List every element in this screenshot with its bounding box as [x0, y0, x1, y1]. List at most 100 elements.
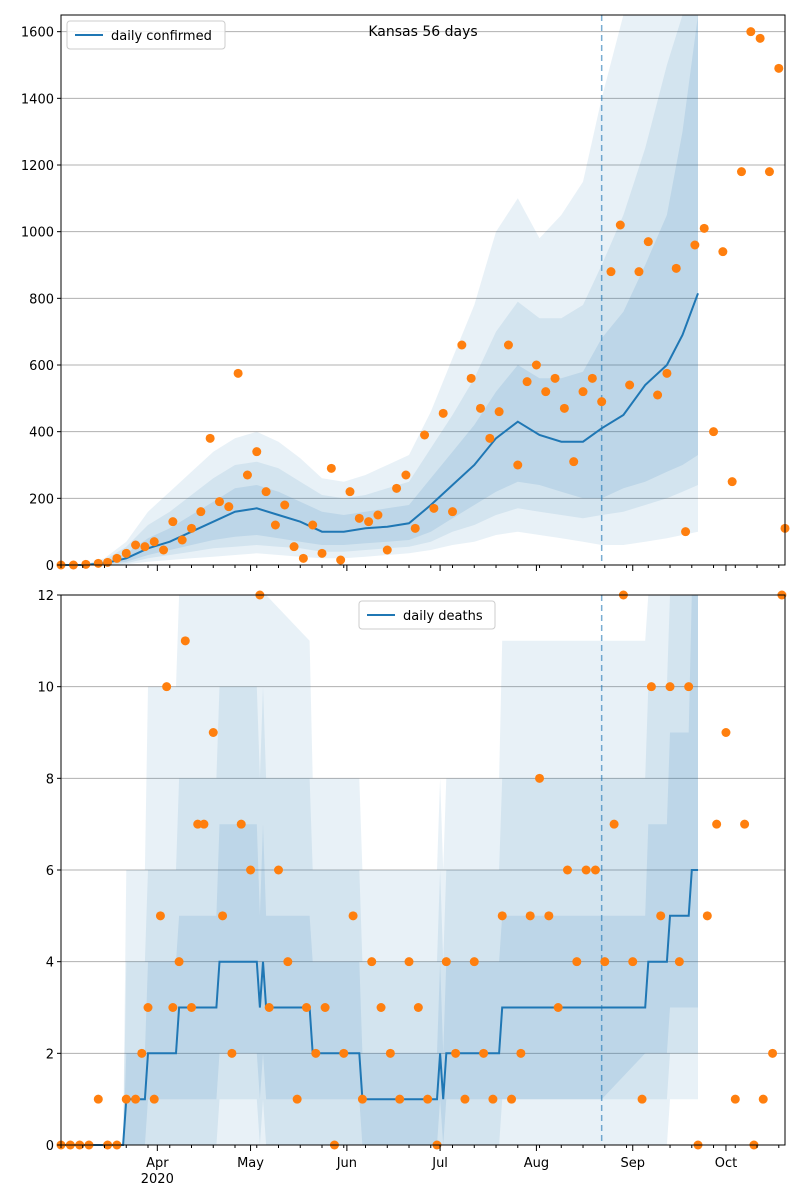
deaths-observed-point: [572, 957, 582, 967]
confirmed-observed-point: [438, 408, 448, 418]
deaths-observed-point: [656, 911, 666, 921]
confirmed-observed-point: [699, 223, 709, 233]
deaths-observed-point: [488, 1094, 498, 1104]
deaths-median-series: [61, 869, 698, 1146]
confirmed-observed-point: [736, 167, 746, 177]
confirmed-y-tick-label: 400: [29, 426, 54, 441]
deaths-observed-point: [246, 865, 256, 875]
confirmed-observed-point: [345, 487, 355, 497]
x-tick-label: Jun: [336, 1156, 357, 1171]
deaths-observed-point: [646, 682, 656, 692]
confirmed-observed-point: [606, 267, 616, 277]
deaths-observed-point: [227, 1048, 237, 1058]
deaths-legend: daily deaths: [358, 600, 496, 630]
confirmed-observed-point: [522, 377, 532, 387]
confirmed-observed-point: [401, 470, 411, 480]
deaths-observed-points: [56, 590, 787, 1150]
confirmed-y-tick-label: 1400: [21, 92, 54, 107]
confirmed-observed-point: [643, 237, 653, 247]
deaths-observed-point: [149, 1094, 159, 1104]
deaths-observed-point: [441, 957, 451, 967]
confirmed-y-tick-label: 200: [29, 492, 54, 507]
deaths-observed-point: [193, 819, 203, 829]
confirmed-observed-point: [187, 523, 197, 533]
confirmed-observed-point: [550, 373, 560, 383]
confirmed-observed-point: [214, 497, 224, 507]
deaths-observed-point: [174, 957, 184, 967]
confirmed-observed-point: [149, 537, 159, 547]
confirmed-observed-point: [196, 507, 206, 517]
deaths-observed-point: [301, 1003, 311, 1012]
confirmed-axes-frame: [60, 14, 786, 566]
deaths-observed-point: [479, 1048, 489, 1058]
confirmed-legend: daily confirmed: [66, 20, 226, 50]
confirmed-observed-point: [755, 33, 765, 43]
confirmed-observed-point: [709, 427, 719, 437]
confirmed-median-line: [61, 292, 699, 566]
confirmed-observed-point: [121, 548, 131, 558]
deaths-observed-point: [274, 865, 284, 875]
deaths-observed-point: [684, 682, 694, 692]
deaths-observed-point: [712, 819, 722, 829]
deaths-panel: 0 2 4 6 8 10 12 Apr May Jun Jul Aug Sep Oct daily de…: [37, 589, 787, 1187]
deaths-observed-point: [264, 1003, 274, 1012]
deaths-observed-point: [525, 911, 535, 921]
confirmed-observed-point: [746, 27, 756, 37]
confirmed-observed-point: [224, 502, 234, 512]
confirmed-observed-point: [541, 387, 551, 397]
confirmed-observed-point: [718, 247, 728, 257]
confirmed-observed-point: [681, 527, 691, 537]
confirmed-observed-point: [159, 545, 169, 555]
deaths-observed-point: [609, 819, 619, 829]
confirmed-observed-point: [280, 500, 290, 510]
confirmed-observed-point: [569, 457, 579, 467]
deaths-observed-point: [187, 1003, 197, 1012]
confirmed-observed-point: [690, 240, 700, 250]
confirmed-observed-point: [326, 463, 336, 473]
deaths-observed-point: [168, 1003, 178, 1012]
confirmed-y-tick-label: 1000: [21, 226, 54, 241]
deaths-median-line: [61, 869, 698, 1146]
confirmed-observed-point: [764, 167, 774, 177]
confirmed-observed-point: [205, 433, 215, 443]
deaths-x-axis: Apr May Jun Jul Aug Sep Oct: [60, 1145, 780, 1171]
confirmed-x-axis: [60, 565, 780, 571]
confirmed-observed-point: [662, 368, 672, 378]
confirmed-observed-point: [373, 510, 383, 520]
confirmed-observed-point: [634, 267, 644, 277]
deaths-observed-point: [451, 1048, 461, 1058]
confirmed-uncertainty-bands: [61, 15, 698, 565]
confirmed-observed-point: [354, 513, 364, 523]
deaths-observed-point: [320, 1003, 330, 1012]
confirmed-observed-point: [364, 517, 374, 527]
confirmed-observed-point: [261, 487, 271, 497]
confirmed-legend-label: daily confirmed: [111, 29, 212, 44]
confirmed-observed-point: [531, 360, 541, 370]
deaths-observed-point: [581, 865, 591, 875]
deaths-observed-point: [553, 1003, 563, 1012]
confirmed-observed-point: [382, 545, 392, 555]
confirmed-observed-point: [131, 540, 141, 550]
deaths-observed-point: [137, 1048, 147, 1058]
deaths-observed-point: [357, 1094, 367, 1104]
confirmed-observed-point: [653, 390, 663, 400]
confirmed-observed-point: [140, 542, 150, 552]
confirmed-y-tick-label: 600: [29, 359, 54, 374]
confirmed-observed-point: [168, 517, 178, 527]
confirmed-observed-point: [93, 558, 103, 568]
deaths-observed-point: [348, 911, 358, 921]
deaths-observed-point: [311, 1048, 321, 1058]
x-tick-label: Oct: [715, 1156, 737, 1171]
confirmed-y-axis: 0 200 400 600 800 1000 1200 1400 1600: [21, 26, 61, 574]
deaths-observed-point: [730, 1094, 740, 1104]
confirmed-panel: 0 200 400 600 800 1000 1200 1400 1600 Kansas 56 …: [21, 14, 790, 574]
deaths-observed-point: [283, 957, 293, 967]
confirmed-y-tick-label: 800: [29, 292, 54, 307]
deaths-observed-point: [121, 1094, 131, 1104]
deaths-observed-point: [535, 773, 545, 783]
confirmed-observed-point: [457, 340, 467, 350]
confirmed-observed-point: [587, 373, 597, 383]
confirmed-observed-point: [466, 373, 476, 383]
